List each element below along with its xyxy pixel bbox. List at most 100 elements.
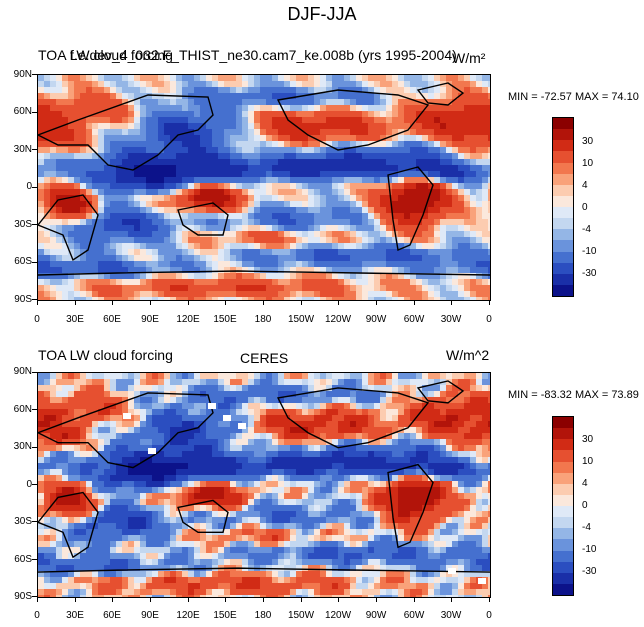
- colorbar-swatch: [553, 173, 573, 185]
- contour-field: [38, 373, 490, 597]
- colorbar-swatch: [553, 273, 573, 285]
- panel-title-case: f.e.dev_4_032.F_THIST_ne30.cam7_ke.008b …: [70, 47, 457, 63]
- colorbar-swatch: [553, 517, 573, 529]
- colorbar-label: 10: [582, 456, 594, 467]
- colorbar-label: -10: [582, 544, 597, 555]
- figure-title: DJF-JJA: [287, 4, 357, 24]
- lon-label: 30W: [440, 610, 462, 621]
- colorbar-swatch: [553, 284, 573, 296]
- lon-label: 30W: [440, 314, 462, 325]
- lat-tick: [32, 74, 37, 75]
- lon-label: 150W: [287, 314, 315, 325]
- colorbar-swatch: [553, 583, 573, 595]
- panel-title-left: TOA LW cloud forcing: [38, 47, 173, 63]
- lon-tick: [150, 300, 151, 305]
- lon-tick: [414, 597, 415, 602]
- colorbar-label: -4: [582, 522, 591, 533]
- lat-tick: [32, 447, 37, 448]
- lat-tick: [32, 299, 37, 300]
- lat-tick: [32, 187, 37, 188]
- min-max-label: MIN = -83.32 MAX = 73.89: [508, 389, 639, 401]
- colorbar-swatch: [553, 218, 573, 230]
- lon-label: 60E: [103, 610, 121, 621]
- lon-label: 90W: [365, 610, 387, 621]
- lon-tick: [338, 597, 339, 602]
- colorbar-swatch: [553, 118, 573, 130]
- panel-title-center: CERES: [240, 350, 289, 366]
- lon-tick: [301, 597, 302, 602]
- lon-tick: [188, 597, 189, 602]
- colorbar-swatch: [553, 251, 573, 263]
- colorbar-swatch: [553, 561, 573, 573]
- lat-label: 30N: [13, 441, 32, 452]
- lon-tick: [414, 300, 415, 305]
- lat-tick: [32, 409, 37, 410]
- contour-map: [37, 372, 491, 598]
- lat-tick: [32, 559, 37, 560]
- lon-label: 150E: [213, 314, 237, 325]
- colorbar-label: -4: [582, 224, 591, 235]
- lat-label: 90N: [13, 366, 32, 377]
- colorbar-swatch: [553, 140, 573, 152]
- lat-label: 30S: [14, 219, 32, 230]
- lat-label: 30S: [14, 516, 32, 527]
- colorbar-label: -10: [582, 246, 597, 257]
- min-max-label: MIN = -72.57 MAX = 74.10: [508, 91, 639, 103]
- lat-tick: [32, 149, 37, 150]
- lon-label: 0: [486, 314, 492, 325]
- lon-tick: [188, 300, 189, 305]
- colorbar-swatch: [553, 151, 573, 163]
- colorbar-label: 0: [582, 202, 588, 213]
- lat-tick: [32, 112, 37, 113]
- colorbar-swatch: [553, 162, 573, 174]
- lon-label: 60W: [403, 610, 425, 621]
- colorbar-swatch: [553, 240, 573, 252]
- lon-label: 30E: [66, 610, 84, 621]
- lon-label: 120W: [324, 610, 352, 621]
- colorbar-swatch: [553, 439, 573, 451]
- colorbar-swatch: [553, 572, 573, 584]
- lat-tick: [32, 484, 37, 485]
- lon-tick: [112, 597, 113, 602]
- lon-tick: [37, 300, 38, 305]
- lon-label: 90W: [365, 314, 387, 325]
- colorbar-label: 0: [582, 500, 588, 511]
- colorbar-swatch: [553, 229, 573, 241]
- colorbar-label: -30: [582, 566, 597, 577]
- colorbar-label: 30: [582, 136, 594, 147]
- colorbar-swatch: [553, 262, 573, 274]
- lon-tick: [263, 597, 264, 602]
- lon-tick: [376, 597, 377, 602]
- lon-label: 120W: [324, 314, 352, 325]
- lat-tick: [32, 372, 37, 373]
- lat-label: 90S: [14, 591, 32, 602]
- lon-tick: [225, 597, 226, 602]
- lat-label: 0: [26, 479, 32, 490]
- lon-tick: [75, 300, 76, 305]
- contour-map: [37, 74, 491, 301]
- lon-label: 180: [254, 314, 272, 325]
- colorbar-label: 4: [582, 180, 588, 191]
- colorbar-swatch: [553, 472, 573, 484]
- colorbar-swatch: [553, 539, 573, 551]
- lat-label: 60N: [13, 106, 32, 117]
- colorbar-swatch: [553, 461, 573, 473]
- lon-label: 120E: [176, 610, 200, 621]
- lon-label: 30E: [66, 314, 84, 325]
- lon-label: 0: [34, 314, 40, 325]
- colorbar-swatch: [553, 550, 573, 562]
- colorbar: [552, 416, 574, 596]
- colorbar: [552, 117, 574, 297]
- colorbar-swatch: [553, 450, 573, 462]
- lon-label: 0: [486, 610, 492, 621]
- colorbar-label: 10: [582, 158, 594, 169]
- lon-label: 120E: [176, 314, 200, 325]
- lon-tick: [301, 300, 302, 305]
- lon-tick: [376, 300, 377, 305]
- panel-units: W/m²: [452, 50, 486, 66]
- panel-title-left: TOA LW cloud forcing: [38, 347, 173, 363]
- lat-label: 0: [26, 181, 32, 192]
- lon-tick: [75, 597, 76, 602]
- colorbar-swatch: [553, 417, 573, 429]
- colorbar-swatch: [553, 184, 573, 196]
